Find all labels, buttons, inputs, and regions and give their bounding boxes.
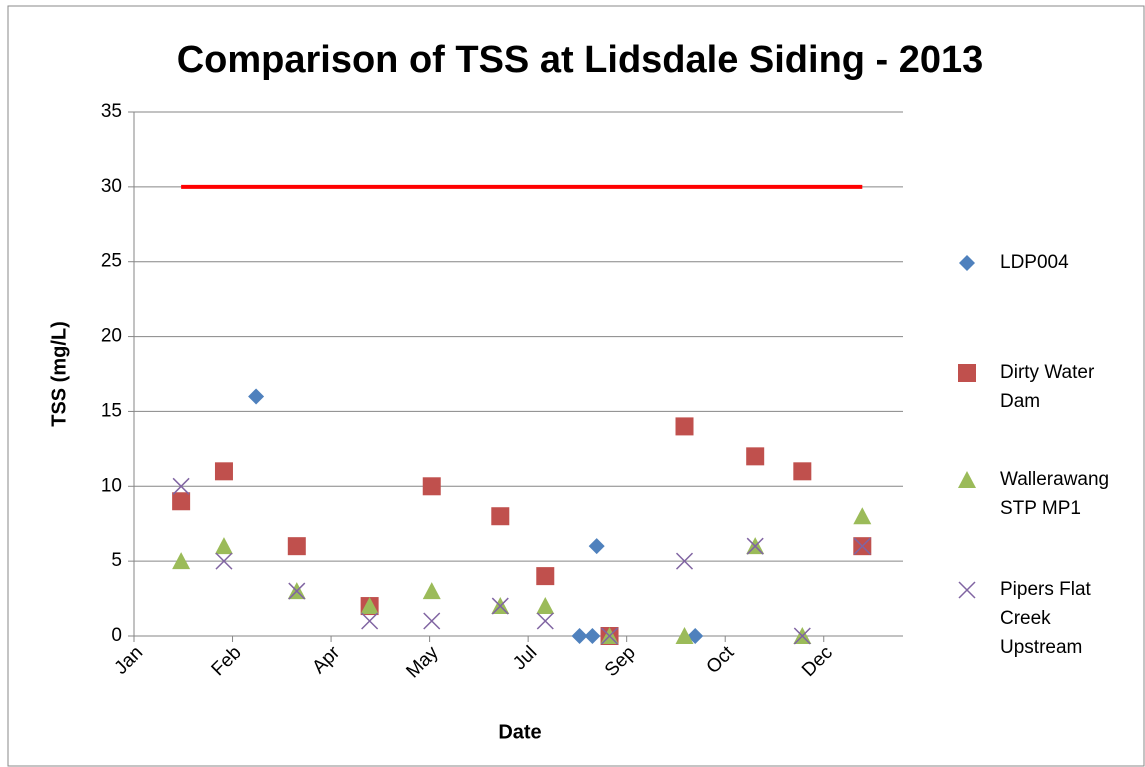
point	[491, 507, 510, 526]
chart-border	[7, 5, 1145, 767]
y-tick-label: 25	[101, 251, 122, 272]
y-tick-label: 10	[101, 475, 122, 496]
point	[214, 537, 233, 555]
legend-label: Pipers Flat Creek Upstream	[1000, 579, 1091, 658]
chart-title: Comparison of TSS at Lidsdale Siding - 2…	[177, 39, 984, 81]
point	[853, 507, 872, 525]
legend-label: LDP004	[1000, 252, 1069, 273]
point	[172, 552, 191, 570]
point	[601, 627, 619, 645]
x-axis-label: Date	[498, 721, 541, 743]
point	[287, 537, 306, 556]
point	[958, 364, 976, 382]
point	[584, 628, 601, 644]
point	[360, 597, 379, 615]
y-tick-label: 15	[101, 400, 122, 421]
point	[675, 417, 694, 436]
legend-label: Dirty Water Dam	[1000, 362, 1095, 412]
point	[793, 627, 811, 645]
y-tick-label: 35	[101, 101, 122, 122]
point	[793, 462, 812, 481]
point	[588, 538, 605, 555]
point	[422, 477, 441, 496]
point	[958, 471, 976, 488]
y-tick-label: 30	[101, 176, 122, 197]
point	[536, 597, 555, 615]
point	[491, 597, 509, 615]
point	[423, 612, 441, 630]
point	[958, 581, 976, 599]
point	[959, 255, 975, 271]
point	[536, 567, 555, 586]
point	[571, 628, 588, 644]
y-axis-label: TSS (mg/L)	[48, 321, 70, 427]
point	[675, 627, 694, 644]
y-tick-label: 5	[111, 550, 122, 571]
point	[215, 552, 233, 570]
point	[214, 462, 233, 481]
point	[853, 537, 871, 555]
point	[536, 612, 554, 630]
point	[675, 552, 694, 570]
point	[248, 388, 265, 405]
point	[361, 612, 379, 630]
point	[172, 492, 191, 511]
point	[746, 537, 764, 555]
point	[288, 582, 306, 600]
y-tick-label: 20	[101, 326, 122, 347]
point	[422, 582, 441, 600]
point	[746, 447, 765, 466]
legend-label: Wallerawang STP MP1	[1000, 469, 1110, 519]
point	[172, 477, 190, 495]
y-tick-label: 0	[111, 625, 122, 646]
